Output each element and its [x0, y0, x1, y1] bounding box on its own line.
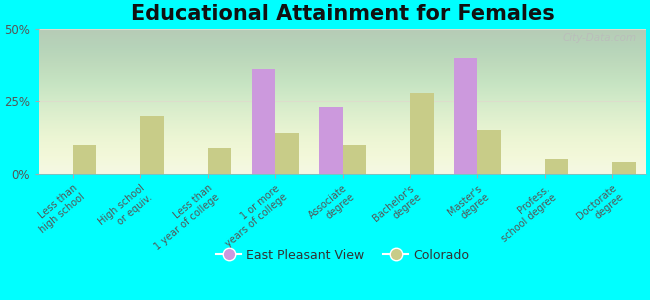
Bar: [545, 159, 568, 174]
Bar: [454, 58, 477, 174]
Bar: [140, 116, 164, 174]
Legend: East Pleasant View, Colorado: East Pleasant View, Colorado: [211, 244, 474, 267]
Text: City-Data.com: City-Data.com: [563, 33, 637, 43]
Bar: [319, 107, 343, 174]
Bar: [208, 148, 231, 174]
Bar: [275, 133, 299, 174]
Title: Educational Attainment for Females: Educational Attainment for Females: [131, 4, 554, 24]
Bar: [73, 145, 96, 174]
Bar: [612, 162, 636, 174]
Bar: [410, 92, 434, 174]
Bar: [252, 69, 275, 174]
Bar: [477, 130, 501, 174]
Bar: [343, 145, 366, 174]
